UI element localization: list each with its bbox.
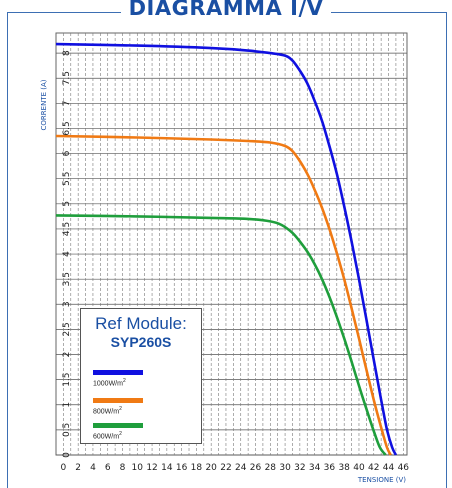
x-tick-label: 20 <box>205 463 217 473</box>
legend-model: SYP260S <box>110 334 172 350</box>
y-tick-label: 3.5 <box>62 272 72 286</box>
y-tick-label: 1.5 <box>62 372 72 386</box>
legend-label-800: 800W/m2 <box>93 406 122 416</box>
y-tick-label: 6.5 <box>62 121 72 135</box>
x-tick-label: 44 <box>383 463 395 473</box>
x-tick-label: 30 <box>279 463 291 473</box>
legend-box: Ref Module: SYP260S 1000W/m2 800W/m2 600… <box>80 308 202 444</box>
y-tick-label: 5 <box>62 201 72 207</box>
y-tick-label: 0.5 <box>62 423 72 437</box>
y-tick-label: 2 <box>62 352 72 358</box>
y-tick-label: 7 <box>62 100 72 106</box>
y-tick-label: 5.5 <box>62 172 72 186</box>
x-tick-label: 22 <box>220 463 231 473</box>
x-tick-label: 10 <box>132 463 144 473</box>
legend-label-600: 600W/m2 <box>93 431 122 441</box>
legend-label-1000: 1000W/m2 <box>93 378 126 388</box>
x-tick-label: 24 <box>235 463 247 473</box>
x-tick-label: 6 <box>105 463 111 473</box>
x-tick-label: 46 <box>398 463 410 473</box>
x-tick-label: 2 <box>75 463 81 473</box>
x-tick-label: 8 <box>120 463 126 473</box>
x-tick-labels: 0 2 4 6 8 10 12 14 16 18 20 22 24 26 28 30 32 34 36 38 40 42 4… <box>61 463 410 473</box>
x-tick-label: 34 <box>309 463 321 473</box>
y-tick-label: 7.5 <box>62 71 72 85</box>
chart-grid <box>55 32 408 456</box>
chart-curves <box>55 42 398 456</box>
series-line-1 <box>55 134 392 456</box>
x-tick-label: 26 <box>250 463 262 473</box>
y-tick-label: 6 <box>62 150 72 156</box>
x-tick-label: 32 <box>294 463 305 473</box>
x-tick-label: 14 <box>161 463 173 473</box>
x-tick-label: 28 <box>265 463 277 473</box>
legend-swatch-1000 <box>93 370 143 375</box>
x-tick-label: 40 <box>353 463 365 473</box>
x-tick-label: 12 <box>146 463 157 473</box>
y-tick-label: 1 <box>62 402 72 408</box>
x-tick-label: 16 <box>176 463 188 473</box>
page-title: DIAGRAMMA I/V <box>0 0 452 20</box>
legend-swatch-800 <box>93 398 143 403</box>
y-tick-label: 4.5 <box>62 222 72 236</box>
x-tick-label: 18 <box>191 463 203 473</box>
x-tick-label: 0 <box>61 463 67 473</box>
y-tick-label: 2.5 <box>62 322 72 336</box>
y-tick-label: 4 <box>62 251 72 257</box>
y-axis-label: CORRENTE (A) <box>40 79 48 130</box>
y-tick-label: 8 <box>62 50 72 56</box>
series-line-0 <box>55 42 398 456</box>
x-tick-label: 4 <box>90 463 96 473</box>
y-tick-label: 3 <box>62 301 72 307</box>
series-line-2 <box>55 214 387 456</box>
x-axis-label: TENSIONE (V) <box>357 476 406 484</box>
y-tick-label: 0 <box>62 452 72 458</box>
legend-title: Ref Module: <box>95 314 187 333</box>
x-tick-label: 38 <box>338 463 350 473</box>
y-tick-labels: 0 0.5 1 1.5 2 2.5 3 3.5 4 4.5 5 5.5 6 6.5 7 7.5 8 <box>62 50 72 458</box>
page-title-text: DIAGRAMMA I/V <box>120 0 332 20</box>
x-tick-label: 42 <box>368 463 379 473</box>
legend-swatch-600 <box>93 423 143 428</box>
x-tick-label: 36 <box>324 463 336 473</box>
